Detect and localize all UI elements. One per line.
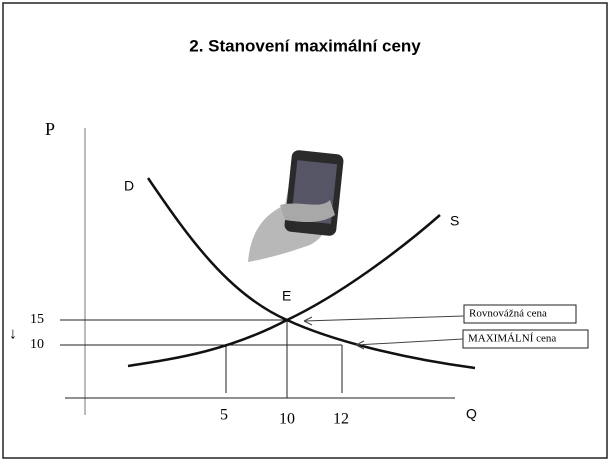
x-tick-label: 10 <box>279 411 295 428</box>
y-axis-label: P <box>45 119 55 139</box>
callout-text: MAXIMÁLNÍ cena <box>468 333 556 345</box>
title: 2. Stanovení maximální ceny <box>189 36 421 55</box>
down-arrow: ↓ <box>9 326 17 343</box>
y-tick-label: 10 <box>30 337 44 352</box>
demand-label: D <box>124 178 134 194</box>
callout-text: Rovnovážná cena <box>469 308 547 320</box>
y-tick-label: 15 <box>30 312 44 327</box>
supply-label: S <box>450 213 459 229</box>
x-tick-label: 5 <box>220 407 228 424</box>
slide: 2. Stanovení maximální ceny P Q D S E 15… <box>0 0 610 461</box>
x-axis-label: Q <box>466 406 477 422</box>
x-tick-label: 12 <box>333 411 349 428</box>
equilibrium-label: E <box>282 288 291 304</box>
